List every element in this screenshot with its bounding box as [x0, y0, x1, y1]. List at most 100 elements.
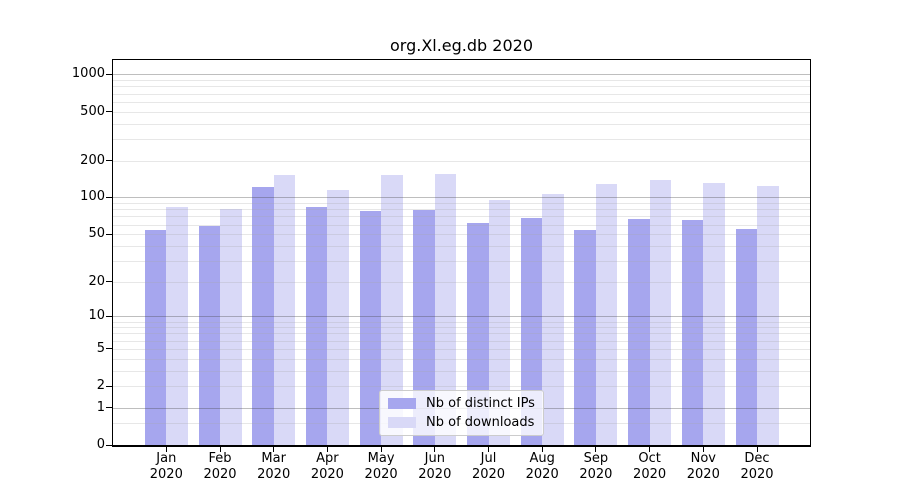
- x-tick-label-jul: Jul 2020: [461, 451, 517, 483]
- gridline-minor-70: [113, 216, 810, 218]
- bar-nb-of-downloads-apr: [327, 189, 349, 445]
- bar-nb-of-distinct-ips-feb: [198, 226, 220, 445]
- chart-title: org.Xl.eg.db 2020: [389, 36, 534, 55]
- x-tick-nov: [702, 446, 704, 452]
- gridline-minor-40: [113, 245, 810, 247]
- y-tick-label-50: 50: [88, 226, 105, 242]
- plot-spine-bottom: [111, 445, 811, 447]
- gridline-minor-2: [113, 386, 810, 388]
- bar-nb-of-distinct-ips-nov: [681, 220, 704, 445]
- x-tick-label-jun: Jun 2020: [407, 451, 463, 483]
- x-tick-month-jan: Jan: [156, 451, 177, 466]
- bar-nb-of-distinct-ips-aug: [520, 217, 543, 445]
- x-tick-sep: [595, 446, 597, 452]
- y-tick-label-200: 200: [80, 152, 105, 168]
- x-tick-mar: [273, 446, 275, 452]
- y-tick-2: [105, 385, 112, 387]
- x-tick-year-oct: 2020: [633, 467, 667, 482]
- gridline-minor-30: [113, 260, 810, 262]
- x-tick-month-may: May: [367, 451, 395, 466]
- bar-nb-of-downloads-feb: [220, 208, 242, 445]
- gridline-minor-500: [113, 111, 810, 113]
- x-tick-month-jun: Jun: [424, 451, 445, 466]
- legend-label-distinct-ips: Nb of distinct IPs: [426, 395, 535, 411]
- gridline-minor-4: [113, 358, 810, 360]
- y-tick-1000: [105, 73, 112, 75]
- x-tick-month-mar: Mar: [261, 451, 286, 466]
- x-tick-month-oct: Oct: [638, 451, 661, 466]
- x-tick-month-aug: Aug: [529, 451, 555, 466]
- x-tick-feb: [219, 446, 221, 452]
- plot-spine-top: [111, 58, 811, 60]
- legend-swatch-downloads-icon: [388, 417, 416, 428]
- bar-nb-of-downloads-jun: [434, 173, 457, 445]
- y-tick-20: [105, 281, 112, 283]
- gridline-minor-9: [113, 321, 810, 323]
- x-tick-year-mar: 2020: [257, 467, 291, 482]
- x-tick-year-jul: 2020: [471, 467, 506, 482]
- x-tick-label-apr: Apr 2020: [299, 451, 355, 483]
- plot-spine-left: [111, 58, 113, 447]
- x-tick-month-nov: Nov: [690, 451, 716, 466]
- x-tick-jan: [165, 446, 167, 452]
- x-tick-year-apr: 2020: [310, 467, 344, 482]
- x-tick-label-may: May 2020: [353, 451, 409, 483]
- gridline-major-10: [113, 316, 810, 318]
- y-tick-50: [105, 233, 112, 235]
- legend-row-distinct-ips: Nb of distinct IPs: [388, 395, 535, 412]
- y-tick-label-1000: 1000: [71, 66, 105, 82]
- legend-row-downloads: Nb of downloads: [388, 414, 535, 431]
- bar-nb-of-downloads-oct: [649, 180, 672, 445]
- y-tick-100: [105, 196, 112, 198]
- x-tick-month-sep: Sep: [583, 451, 609, 466]
- bar-nb-of-downloads-mar: [273, 175, 296, 445]
- gridline-minor-50: [113, 234, 810, 236]
- bar-nb-of-downloads-may: [381, 175, 403, 445]
- y-tick-10: [105, 315, 112, 317]
- bar-nb-of-downloads-jan: [166, 206, 188, 445]
- x-tick-apr: [326, 446, 328, 452]
- x-tick-year-aug: 2020: [525, 467, 559, 482]
- x-tick-label-feb: Feb 2020: [192, 451, 248, 483]
- x-tick-label-aug: Aug 2020: [514, 451, 570, 483]
- gridline-major-100: [113, 197, 810, 199]
- gridline-minor-200: [113, 160, 810, 162]
- bar-nb-of-downloads-dec: [757, 185, 779, 445]
- x-tick-year-feb: 2020: [203, 467, 237, 482]
- gridline-minor-3: [113, 370, 810, 372]
- bar-nb-of-downloads-jul: [488, 200, 510, 445]
- gridline-minor-60: [113, 224, 810, 226]
- gridline-minor-700: [113, 93, 810, 95]
- gridline-minor-80: [113, 209, 810, 211]
- gridline-minor-900: [113, 80, 810, 82]
- x-tick-year-may: 2020: [364, 467, 398, 482]
- bar-nb-of-downloads-aug: [542, 193, 564, 445]
- gridline-minor-300: [113, 138, 810, 140]
- x-tick-year-sep: 2020: [579, 467, 613, 482]
- x-tick-label-nov: Nov 2020: [675, 451, 731, 483]
- bar-nb-of-distinct-ips-jun: [413, 209, 435, 445]
- gridline-minor-20: [113, 281, 810, 283]
- y-tick-label-100: 100: [80, 189, 105, 205]
- y-tick-500: [105, 111, 112, 113]
- x-tick-label-jan: Jan 2020: [138, 451, 194, 483]
- y-tick-0: [105, 444, 112, 446]
- gridline-minor-6: [113, 340, 810, 342]
- x-tick-year-jan: 2020: [149, 467, 183, 482]
- y-tick-label-20: 20: [88, 273, 105, 289]
- x-tick-label-oct: Oct 2020: [622, 451, 678, 483]
- y-tick-200: [105, 160, 112, 162]
- x-tick-oct: [649, 446, 651, 452]
- gridline-minor-7: [113, 333, 810, 335]
- x-tick-year-dec: 2020: [740, 467, 774, 482]
- x-tick-dec: [756, 446, 758, 452]
- y-tick-label-10: 10: [88, 308, 105, 324]
- x-tick-month-feb: Feb: [208, 451, 232, 466]
- legend-swatch-distinct-ips-icon: [388, 398, 416, 409]
- bar-nb-of-distinct-ips-jul: [467, 222, 489, 445]
- y-tick-label-1: 1: [96, 399, 105, 415]
- gridline-minor-800: [113, 86, 810, 88]
- x-tick-jul: [488, 446, 489, 452]
- bar-nb-of-distinct-ips-oct: [628, 218, 650, 445]
